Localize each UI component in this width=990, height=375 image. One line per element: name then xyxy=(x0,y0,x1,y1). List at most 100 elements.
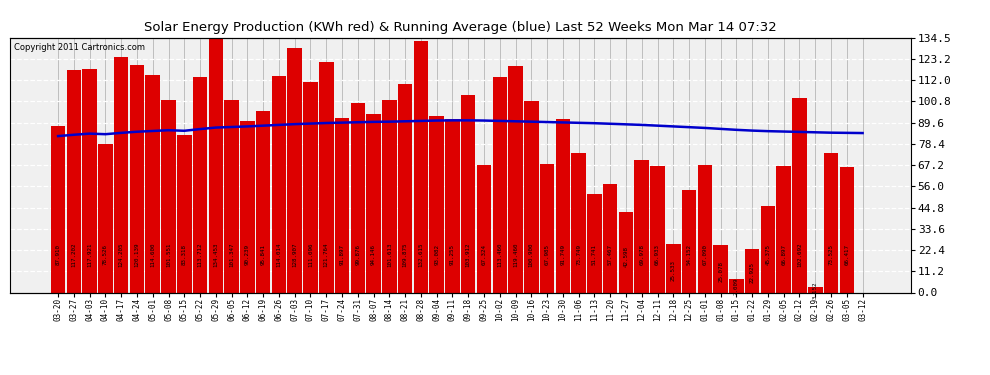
Text: 90.239: 90.239 xyxy=(245,244,249,265)
Text: 73.525: 73.525 xyxy=(829,244,834,265)
Text: 91.749: 91.749 xyxy=(560,244,565,265)
Text: 128.907: 128.907 xyxy=(292,242,297,267)
Bar xyxy=(382,100,397,292)
Text: 114.600: 114.600 xyxy=(150,242,155,267)
Text: 102.692: 102.692 xyxy=(797,242,802,267)
Bar xyxy=(98,144,113,292)
Text: 100.900: 100.900 xyxy=(529,242,534,267)
Text: 83.318: 83.318 xyxy=(182,244,187,265)
Text: 78.526: 78.526 xyxy=(103,244,108,265)
Text: 111.096: 111.096 xyxy=(308,242,313,267)
Bar xyxy=(303,82,318,292)
Text: 101.551: 101.551 xyxy=(166,242,171,267)
Bar xyxy=(776,166,791,292)
Text: 67.985: 67.985 xyxy=(544,244,549,265)
Text: 69.978: 69.978 xyxy=(640,244,644,265)
Bar xyxy=(571,153,586,292)
Bar xyxy=(335,118,349,292)
Text: 109.875: 109.875 xyxy=(403,242,408,267)
Text: 51.741: 51.741 xyxy=(592,244,597,265)
Bar xyxy=(193,77,207,292)
Bar xyxy=(414,41,428,292)
Bar xyxy=(114,57,129,292)
Text: 113.460: 113.460 xyxy=(497,242,502,267)
Bar xyxy=(366,114,381,292)
Bar xyxy=(241,122,254,292)
Bar xyxy=(130,65,145,292)
Bar xyxy=(50,126,65,292)
Bar xyxy=(524,101,539,292)
Bar xyxy=(619,212,634,292)
Bar xyxy=(808,286,823,292)
Bar xyxy=(398,84,413,292)
Bar xyxy=(209,38,223,292)
Text: 66.933: 66.933 xyxy=(655,244,660,265)
Text: 42.598: 42.598 xyxy=(624,246,629,267)
Text: 119.460: 119.460 xyxy=(513,242,518,267)
Bar xyxy=(760,207,775,292)
Bar xyxy=(698,165,712,292)
Bar xyxy=(319,62,334,292)
Text: 67.324: 67.324 xyxy=(481,244,486,265)
Bar xyxy=(682,190,696,292)
Text: 95.841: 95.841 xyxy=(260,244,265,265)
Text: 66.417: 66.417 xyxy=(844,244,849,265)
Text: 57.467: 57.467 xyxy=(608,244,613,265)
Bar xyxy=(587,194,602,292)
Bar xyxy=(225,100,239,292)
Text: 54.152: 54.152 xyxy=(687,244,692,265)
Text: 121.764: 121.764 xyxy=(324,242,329,267)
Text: 103.912: 103.912 xyxy=(465,242,470,267)
Bar xyxy=(840,166,854,292)
Text: 117.921: 117.921 xyxy=(87,242,92,267)
Text: 87.910: 87.910 xyxy=(55,244,60,265)
Bar xyxy=(744,249,759,292)
Bar xyxy=(792,98,807,292)
Text: 91.255: 91.255 xyxy=(450,244,455,265)
Text: 67.090: 67.090 xyxy=(702,244,707,265)
Bar xyxy=(603,183,618,292)
Text: 7.009: 7.009 xyxy=(734,278,739,295)
Bar xyxy=(461,96,475,292)
Bar xyxy=(271,76,286,292)
Text: 25.078: 25.078 xyxy=(718,261,723,282)
Text: 101.613: 101.613 xyxy=(387,242,392,267)
Bar xyxy=(650,166,664,292)
Text: 25.533: 25.533 xyxy=(671,260,676,281)
Bar xyxy=(430,116,444,292)
Bar xyxy=(540,164,554,292)
Bar xyxy=(287,48,302,292)
Bar xyxy=(635,160,649,292)
Text: 91.897: 91.897 xyxy=(340,244,345,265)
Bar xyxy=(824,153,839,292)
Bar xyxy=(446,120,459,292)
Text: 45.375: 45.375 xyxy=(765,244,770,265)
Bar xyxy=(177,135,191,292)
Text: 99.876: 99.876 xyxy=(355,244,360,265)
Bar xyxy=(508,66,523,292)
Bar xyxy=(555,118,570,292)
Bar xyxy=(146,75,160,292)
Text: 120.139: 120.139 xyxy=(135,242,140,267)
Text: 93.082: 93.082 xyxy=(435,244,440,265)
Bar xyxy=(82,69,97,292)
Text: 101.347: 101.347 xyxy=(229,242,234,267)
Bar xyxy=(730,279,743,292)
Bar xyxy=(66,70,81,292)
Title: Solar Energy Production (KWh red) & Running Average (blue) Last 52 Weeks Mon Mar: Solar Energy Production (KWh red) & Runn… xyxy=(144,21,777,33)
Bar xyxy=(161,100,176,292)
Text: 132.615: 132.615 xyxy=(419,242,424,267)
Text: Copyright 2011 Cartronics.com: Copyright 2011 Cartronics.com xyxy=(15,43,146,52)
Text: 3.152: 3.152 xyxy=(813,281,818,298)
Bar xyxy=(493,77,507,292)
Text: 66.897: 66.897 xyxy=(781,244,786,265)
Text: 114.014: 114.014 xyxy=(276,242,281,267)
Bar xyxy=(666,244,680,292)
Bar xyxy=(477,165,491,292)
Text: 94.146: 94.146 xyxy=(371,244,376,265)
Bar xyxy=(350,103,365,292)
Text: 113.712: 113.712 xyxy=(198,242,203,267)
Text: 134.453: 134.453 xyxy=(214,242,219,267)
Bar xyxy=(256,111,270,292)
Text: 73.749: 73.749 xyxy=(576,244,581,265)
